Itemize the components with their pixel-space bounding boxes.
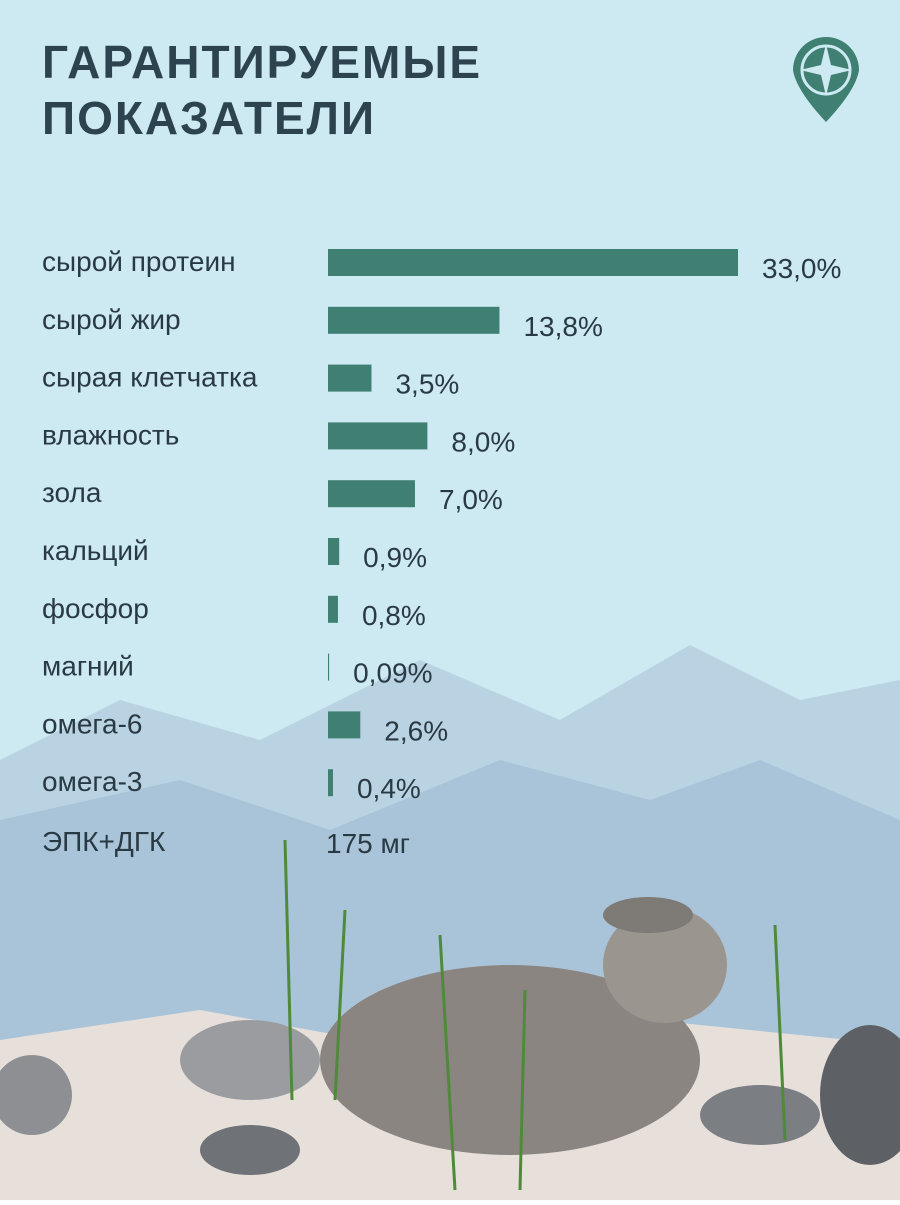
- bar: [328, 422, 428, 450]
- value-label: 3,5%: [395, 369, 459, 400]
- title-line: ГАРАНТИРУЕМЫЕ: [42, 36, 482, 88]
- value-label: 0,4%: [357, 773, 421, 804]
- value-label: 7,0%: [439, 484, 503, 515]
- value-label: 0,9%: [363, 542, 427, 573]
- category-label: влажность: [42, 419, 179, 450]
- bar: [328, 653, 330, 681]
- value-label: 0,09%: [353, 658, 432, 689]
- category-label: сырая клетчатка: [42, 362, 258, 393]
- category-label: магний: [42, 651, 134, 682]
- bar: [328, 364, 372, 392]
- logo: [793, 37, 859, 122]
- value-label: 13,8%: [523, 311, 602, 342]
- bar: [328, 249, 738, 276]
- scenery: [0, 645, 900, 1200]
- category-label: сырой жир: [42, 304, 181, 335]
- category-label: ЭПК+ДГК: [42, 826, 166, 857]
- value-label: 0,8%: [362, 600, 426, 631]
- value-label: 8,0%: [451, 426, 515, 457]
- bar: [328, 595, 338, 623]
- category-label: фосфор: [42, 593, 149, 624]
- category-label: омега-3: [42, 766, 142, 797]
- bar: [328, 480, 415, 508]
- title-line: ПОКАЗАТЕЛИ: [42, 92, 376, 144]
- bar: [328, 769, 333, 797]
- category-label: сырой протеин: [42, 246, 236, 277]
- value-label: 175 мг: [326, 828, 410, 859]
- bar: [328, 538, 340, 565]
- value-label: 33,0%: [762, 253, 841, 284]
- category-label: зола: [42, 477, 102, 508]
- category-label: омега-6: [42, 708, 142, 739]
- category-label: кальций: [42, 535, 149, 566]
- bar: [328, 306, 500, 334]
- value-label: 2,6%: [384, 715, 448, 746]
- bar: [328, 711, 361, 739]
